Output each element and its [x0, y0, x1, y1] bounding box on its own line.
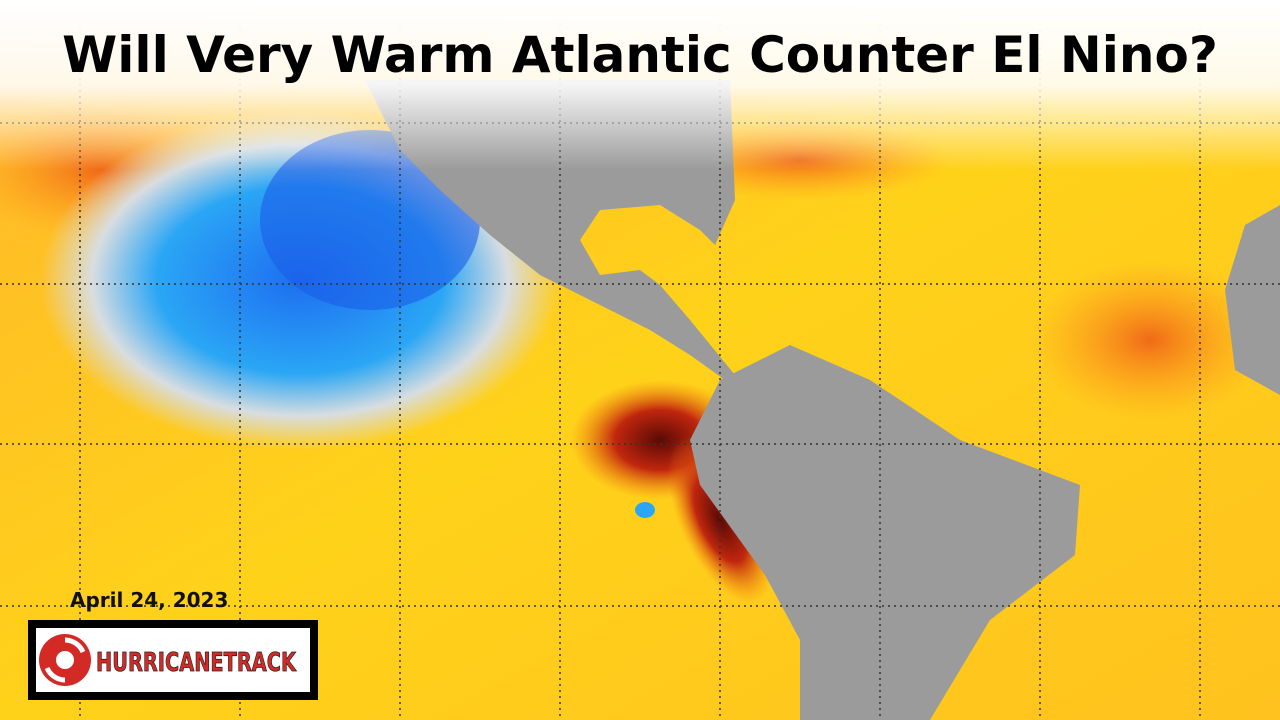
- logo: HURRICANETRACK: [28, 620, 318, 700]
- logo-text: HURRICANETRACK: [96, 648, 297, 678]
- title: Will Very Warm Atlantic Counter El Nino?: [62, 26, 1218, 84]
- date: April 24, 2023: [70, 588, 228, 612]
